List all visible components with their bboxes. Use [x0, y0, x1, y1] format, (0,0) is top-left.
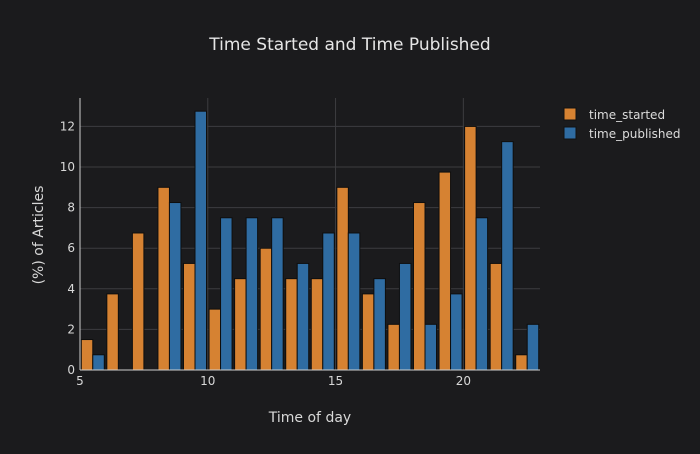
bar-time-published — [322, 232, 335, 371]
y-tick-label: 8 — [67, 201, 75, 215]
bar-time-started — [208, 308, 222, 371]
bar-time-published — [296, 262, 310, 371]
x-axis-title: Time of day — [268, 410, 351, 426]
legend-item-time-published[interactable]: time_published — [563, 126, 680, 141]
bar-time-published — [373, 278, 386, 371]
bar-time-started — [387, 323, 400, 371]
bar-time-started — [157, 186, 170, 371]
bar-time-published — [450, 293, 463, 371]
bar-time-started — [489, 262, 503, 371]
grid-layer — [80, 98, 540, 370]
y-tick-label: 6 — [67, 241, 75, 255]
bar-time-published — [424, 323, 437, 371]
y-tick-label: 4 — [67, 282, 75, 296]
y-tick-label: 10 — [60, 160, 75, 174]
bar-time-published — [168, 202, 182, 371]
legend-item-time-started[interactable]: time_started — [563, 107, 665, 122]
bar-time-started — [310, 278, 324, 371]
bar-time-started — [234, 278, 247, 371]
bar-time-started — [515, 354, 528, 371]
x-tick-label: 10 — [200, 374, 215, 388]
bar-time-started — [106, 293, 119, 371]
legend: time_started time_published — [563, 107, 680, 141]
bar-time-started — [285, 278, 298, 371]
bar-time-started — [413, 202, 426, 371]
bar-time-published — [347, 232, 361, 371]
bar-time-started — [438, 171, 452, 371]
bar-time-published — [526, 323, 540, 371]
bar-time-published — [92, 354, 105, 371]
bar-time-started — [464, 125, 477, 371]
bar-time-published — [475, 217, 489, 371]
legend-label-time-started: time_started — [589, 108, 665, 122]
bar-time-started — [361, 293, 375, 371]
bar-time-started — [183, 262, 196, 371]
x-tick-label: 20 — [456, 374, 471, 388]
y-axis-title: (%) of Articles — [31, 186, 47, 285]
bar-time-started — [259, 247, 273, 371]
x-tick-label: 15 — [328, 374, 343, 388]
y-tick-label: 12 — [60, 119, 75, 133]
bar-time-published — [398, 262, 412, 371]
bar-time-published — [194, 110, 207, 371]
bar-time-published — [220, 217, 233, 371]
y-tick-label: 0 — [67, 363, 75, 377]
x-tick-label: 5 — [76, 374, 84, 388]
bar-time-started — [80, 339, 94, 371]
bar-time-published — [271, 217, 284, 371]
legend-swatch-time-started — [563, 107, 577, 121]
legend-label-time-published: time_published — [589, 127, 680, 141]
chart-title: Time Started and Time Published — [208, 35, 490, 55]
y-tick-label: 2 — [67, 322, 75, 336]
legend-swatch-time-published — [563, 126, 577, 140]
axes-layer: 0 2 4 6 8 10 12 5 10 15 20 — [60, 98, 540, 388]
bar-time-published — [245, 217, 259, 371]
bar-time-started — [131, 232, 145, 371]
bar-time-started — [336, 186, 349, 371]
bar-time-published — [501, 141, 514, 371]
bars-layer — [80, 110, 540, 371]
